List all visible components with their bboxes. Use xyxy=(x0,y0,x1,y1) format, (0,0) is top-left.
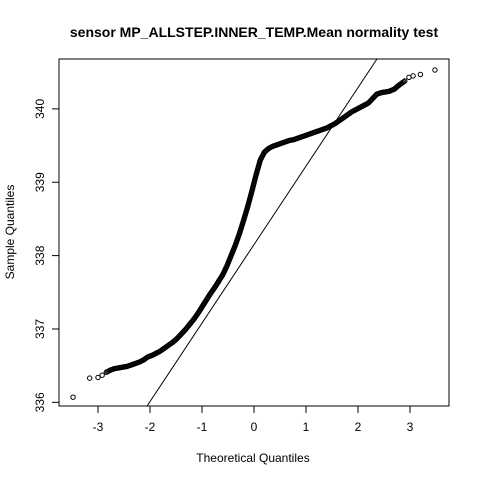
y-tick-label: 337 xyxy=(33,319,47,339)
x-axis-label: Theoretical Quantiles xyxy=(196,451,309,465)
data-point xyxy=(433,68,437,72)
data-point xyxy=(96,375,100,379)
x-tick-label: 0 xyxy=(251,420,258,434)
x-tick-label: 2 xyxy=(355,420,362,434)
reference-line xyxy=(147,59,377,406)
y-axis-label: Sample Quantiles xyxy=(3,185,17,280)
data-point xyxy=(411,74,415,78)
plot-frame xyxy=(59,59,449,406)
reference-line-group xyxy=(147,59,377,406)
y-tick-label: 339 xyxy=(33,172,47,192)
x-axis: -3 -2 -1 0 1 2 3 xyxy=(93,406,414,434)
data-point xyxy=(418,72,422,76)
y-axis: 336 337 338 339 340 xyxy=(33,99,59,413)
data-point xyxy=(100,373,104,377)
y-tick-label: 338 xyxy=(33,245,47,265)
y-tick-label: 340 xyxy=(33,99,47,119)
x-tick-label: -2 xyxy=(145,420,156,434)
data-points xyxy=(71,68,437,400)
data-point xyxy=(71,395,75,399)
data-point xyxy=(87,376,91,380)
y-tick-label: 336 xyxy=(33,392,47,412)
x-tick-label: 1 xyxy=(303,420,310,434)
chart-title: sensor MP_ALLSTEP.INNER_TEMP.Mean normal… xyxy=(70,24,439,40)
x-tick-label: -3 xyxy=(93,420,104,434)
x-tick-label: 3 xyxy=(407,420,414,434)
x-tick-label: -1 xyxy=(197,420,208,434)
